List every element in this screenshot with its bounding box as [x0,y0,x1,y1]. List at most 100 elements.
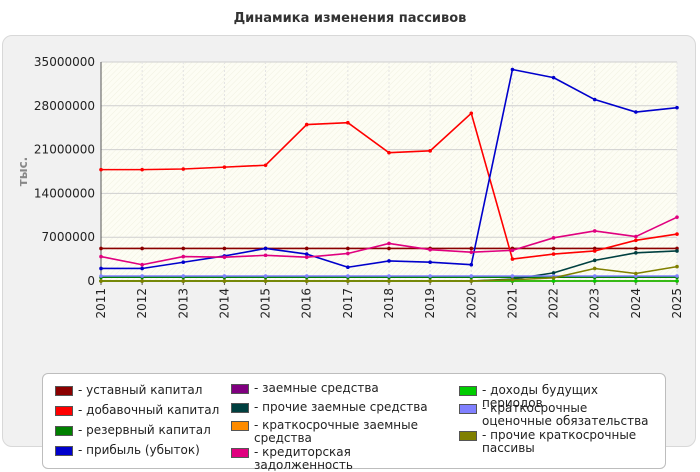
data-point [387,241,391,246]
legend-swatch [459,431,477,441]
x-tick-label: 2024 [629,288,643,319]
data-point [634,238,638,243]
legend-label: - заемные средства [254,381,379,395]
legend-label: - доходы будущих периодов [482,383,598,410]
data-point [263,253,268,258]
data-point [634,246,638,251]
data-point [675,279,679,283]
data-point [99,279,103,283]
data-point [428,149,432,153]
data-point [634,251,638,255]
data-point [510,67,515,72]
data-point [510,257,515,261]
data-point [222,165,227,169]
legend-item: - резервный капитал [55,424,270,437]
data-point [387,259,391,263]
x-tick-label: 2022 [547,288,561,319]
data-point [263,246,268,251]
data-point [140,167,144,172]
data-point [346,274,350,278]
data-point [551,252,556,256]
data-point [387,279,391,283]
data-point [592,97,597,102]
x-tick-label: 2017 [341,288,355,319]
legend-swatch [459,386,477,396]
data-point [304,246,309,251]
y-tick-label: 28000000 [34,99,95,113]
x-tick-label: 2015 [259,288,273,319]
legend-label: - краткосрочные заемные средства [254,418,418,445]
legend-label: - добавочный капитал [78,403,220,417]
legend-label: - краткосрочные оценочные обязательства [482,401,649,428]
x-tick-label: 2020 [464,288,478,319]
data-point [99,254,103,259]
legend-label: - прочие заемные средства [254,400,428,414]
data-point [304,279,309,283]
data-point [675,232,679,236]
data-point [428,247,432,252]
line-chart: 0 7000000 14000000 21000000 28000000 35000000… [16,55,684,319]
data-point [222,274,227,278]
chart-title: Динамика изменения пассивов [233,11,467,26]
data-point [469,111,474,116]
data-point [346,251,350,256]
data-point [675,246,679,251]
y-tick-label: 7000000 [42,230,95,244]
data-point [181,167,186,171]
legend-swatch [231,384,249,394]
legend-item: - краткосрочные оценочные обязательства [459,402,659,428]
data-point [263,163,268,168]
data-point [263,274,268,278]
data-point [181,274,186,278]
x-tick-label: 2023 [588,288,602,319]
data-point [592,266,597,271]
chart-panel: 0 7000000 14000000 21000000 28000000 35000000… [2,35,696,472]
x-tick-label: 2012 [135,288,149,319]
data-point [140,274,144,278]
data-point [346,246,350,251]
data-point [634,271,638,276]
legend-swatch [55,446,73,456]
data-point [387,246,391,251]
data-point [346,120,350,125]
data-point [263,279,268,283]
data-point [346,265,350,270]
legend-swatch [55,386,73,396]
legend-label: - прочие краткосрочные пассивы [482,428,637,455]
data-point [428,279,432,283]
data-point [181,246,186,251]
data-point [551,276,556,280]
data-point [469,250,474,255]
y-tick-label: 21000000 [34,143,95,157]
legend-swatch [459,404,477,414]
data-point [222,255,227,260]
data-point [99,274,103,278]
data-point [510,274,515,278]
chart-legend: - уставный капитал - добавочный капитал - … [42,373,666,472]
data-point [387,150,391,155]
data-point [387,274,391,278]
legend-swatch [55,426,73,436]
data-point [592,229,597,233]
data-point [469,246,474,251]
data-point [304,274,309,278]
data-point [551,271,556,275]
data-point [99,246,103,251]
data-point [510,248,515,253]
data-point [99,266,103,271]
data-point [634,279,638,283]
legend-item: - доходы будущих периодов [459,384,659,410]
y-tick-label: 14000000 [34,186,95,200]
data-point [181,279,186,283]
legend-label: - уставный капитал [78,383,203,397]
y-tick-label: 0 [87,274,95,288]
x-tick-label: 2016 [300,288,314,319]
data-point [634,110,638,114]
data-point [675,264,679,269]
legend-item: - прочие заемные средства [231,401,446,414]
data-point [592,274,597,278]
data-point [634,234,638,239]
data-point [222,279,227,283]
data-point [551,75,556,80]
legend-item: - прочие краткосрочные пассивы [459,429,659,455]
